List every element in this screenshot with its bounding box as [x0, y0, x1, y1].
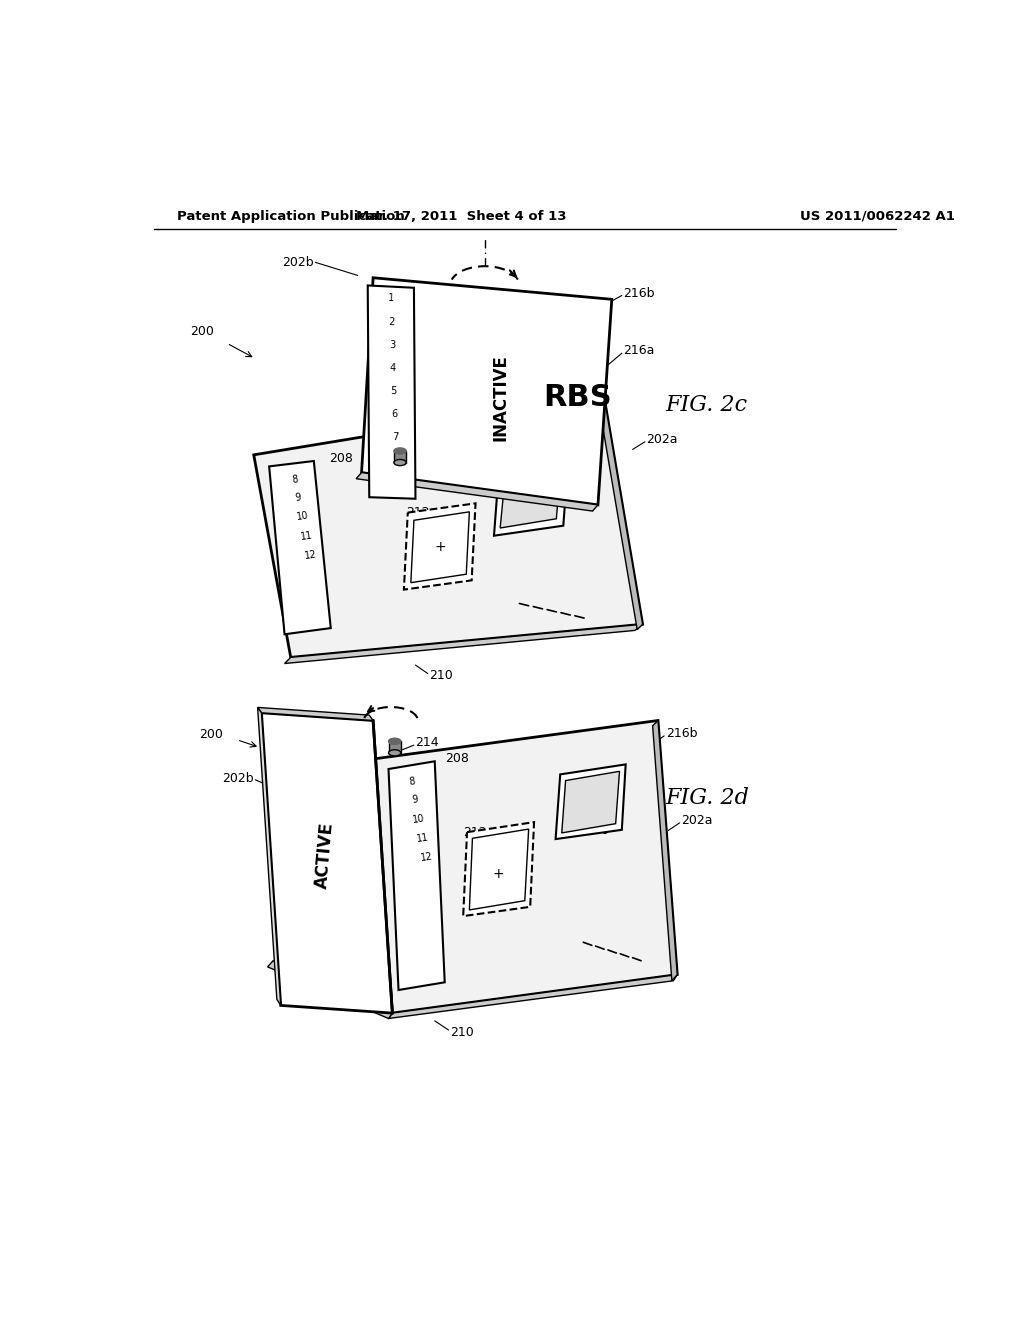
Text: 202b: 202b — [222, 772, 254, 785]
Polygon shape — [258, 708, 373, 721]
Polygon shape — [261, 713, 392, 1014]
Text: 216b: 216b — [624, 286, 655, 300]
Text: 11: 11 — [299, 529, 313, 541]
Ellipse shape — [388, 738, 400, 744]
Text: 6: 6 — [391, 409, 398, 420]
Text: 3: 3 — [389, 339, 395, 350]
Text: 210: 210 — [451, 1026, 474, 1039]
Text: 210: 210 — [429, 669, 453, 682]
Polygon shape — [254, 397, 643, 657]
Polygon shape — [652, 721, 677, 981]
Polygon shape — [373, 721, 677, 1014]
Text: 12: 12 — [304, 549, 317, 561]
Polygon shape — [469, 829, 528, 909]
Polygon shape — [356, 473, 598, 511]
Text: 208: 208 — [330, 453, 353, 465]
Text: +: + — [493, 867, 504, 882]
Text: 206: 206 — [523, 459, 547, 473]
Polygon shape — [500, 471, 560, 528]
Polygon shape — [388, 762, 444, 990]
Ellipse shape — [388, 750, 400, 756]
Text: +: + — [434, 540, 445, 554]
Polygon shape — [463, 822, 535, 916]
Text: 216b: 216b — [666, 727, 697, 741]
Text: Mar. 17, 2011  Sheet 4 of 13: Mar. 17, 2011 Sheet 4 of 13 — [356, 210, 567, 223]
Ellipse shape — [394, 459, 407, 466]
Text: 200: 200 — [199, 727, 223, 741]
Text: Patent Application Publication: Patent Application Publication — [177, 210, 404, 223]
Text: ACTIVE: ACTIVE — [312, 821, 337, 890]
Text: US 2011/0062242 A1: US 2011/0062242 A1 — [801, 210, 955, 223]
Text: 9: 9 — [295, 492, 302, 503]
Text: 12: 12 — [420, 851, 433, 863]
Polygon shape — [599, 397, 643, 630]
Text: 202a: 202a — [646, 433, 678, 446]
Text: 1: 1 — [388, 293, 394, 304]
Polygon shape — [388, 974, 677, 1019]
Polygon shape — [403, 503, 475, 590]
Text: 8: 8 — [291, 474, 298, 484]
Text: 201b: 201b — [400, 818, 432, 832]
Text: 214: 214 — [435, 446, 459, 459]
Text: 10: 10 — [296, 511, 309, 523]
Text: 202b: 202b — [283, 256, 313, 269]
Polygon shape — [556, 764, 626, 840]
Polygon shape — [267, 961, 392, 1019]
Text: 9: 9 — [412, 795, 419, 805]
Polygon shape — [285, 624, 643, 664]
Polygon shape — [411, 512, 469, 582]
Text: INACTIVE: INACTIVE — [492, 354, 509, 441]
Text: 216a: 216a — [624, 345, 654, 358]
Text: 212: 212 — [407, 506, 430, 519]
Polygon shape — [494, 465, 568, 536]
Text: 206: 206 — [585, 824, 608, 837]
Text: 212: 212 — [463, 825, 486, 838]
Text: 11: 11 — [416, 833, 429, 843]
Text: 208: 208 — [444, 752, 469, 766]
Polygon shape — [368, 285, 416, 499]
Text: FIG. 2d: FIG. 2d — [666, 787, 750, 808]
Text: 214: 214 — [416, 735, 439, 748]
Text: 8: 8 — [409, 776, 416, 788]
Polygon shape — [361, 277, 611, 506]
Polygon shape — [394, 451, 407, 462]
Polygon shape — [269, 461, 331, 635]
Text: 5: 5 — [390, 385, 397, 396]
Polygon shape — [562, 771, 620, 833]
Text: 200: 200 — [189, 325, 214, 338]
Text: 2: 2 — [388, 317, 395, 327]
Text: 4: 4 — [390, 363, 396, 374]
Text: FIG. 2c: FIG. 2c — [666, 393, 748, 416]
Text: 10: 10 — [412, 813, 425, 825]
Ellipse shape — [394, 447, 407, 454]
Text: 202a: 202a — [681, 814, 713, 828]
Text: 7: 7 — [392, 432, 398, 442]
Text: RBS: RBS — [543, 383, 611, 412]
Polygon shape — [258, 708, 281, 1006]
Polygon shape — [388, 742, 400, 752]
